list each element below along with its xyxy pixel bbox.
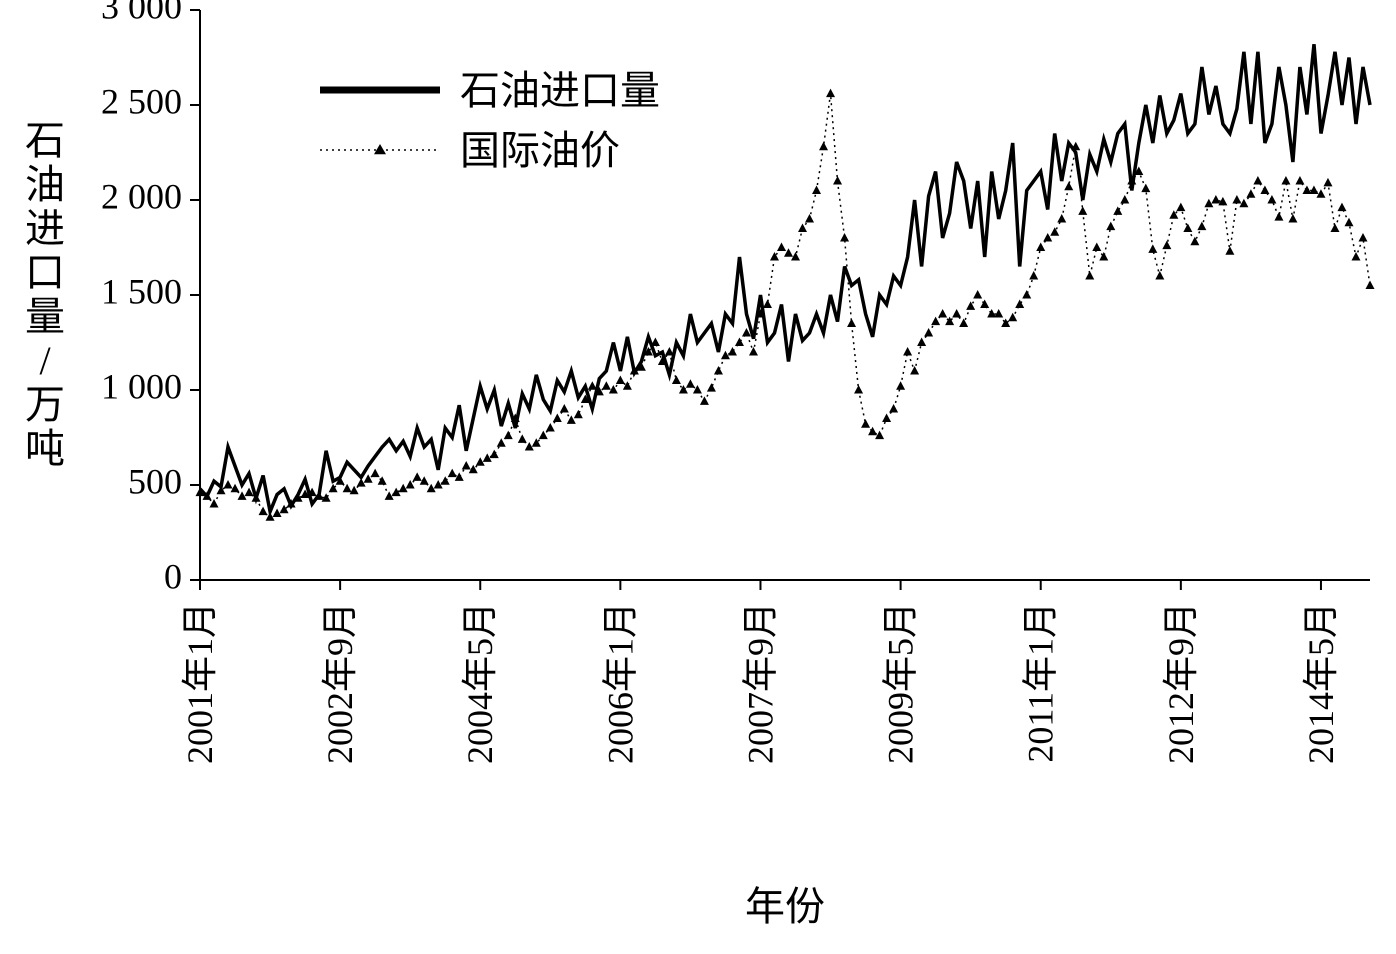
series-0 (200, 44, 1370, 511)
svg-text:万: 万 (25, 382, 65, 427)
x-tick-label: 2012年9月 (1161, 602, 1201, 764)
svg-text:/: / (39, 338, 51, 383)
y-tick-label: 500 (128, 461, 182, 501)
svg-text:吨: 吨 (25, 426, 65, 471)
x-tick-label: 2011年1月 (1021, 602, 1061, 763)
svg-text:量: 量 (25, 294, 65, 339)
x-tick-label: 2002年9月 (320, 602, 360, 764)
svg-text:进: 进 (25, 206, 65, 251)
y-tick-label: 0 (164, 556, 182, 596)
y-tick-label: 3 000 (101, 0, 182, 26)
x-tick-label: 2001年1月 (180, 602, 220, 764)
x-tick-label: 2006年1月 (600, 602, 640, 764)
y-tick-label: 2 000 (101, 176, 182, 216)
legend-label: 石油进口量 (460, 68, 660, 113)
svg-text:口: 口 (25, 250, 65, 295)
line-chart: 05001 0001 5002 0002 5003 000石油进口量/万吨200… (0, 0, 1396, 954)
svg-text:油: 油 (25, 162, 65, 207)
x-tick-label: 2014年5月 (1301, 602, 1341, 764)
x-tick-label: 2004年5月 (460, 602, 500, 764)
legend-marker (374, 144, 386, 154)
chart-container: 05001 0001 5002 0002 5003 000石油进口量/万吨200… (0, 0, 1396, 954)
x-axis-title: 年份 (745, 884, 825, 929)
y-axis-title: 石油进口量/万吨 (25, 118, 65, 471)
y-tick-label: 2 500 (101, 81, 182, 121)
y-tick-label: 1 000 (101, 366, 182, 406)
x-tick-label: 2009年5月 (881, 602, 921, 764)
series-1-markers (196, 89, 1375, 521)
x-tick-label: 2007年9月 (740, 602, 780, 764)
legend-label: 国际油价 (460, 128, 620, 173)
axes (200, 10, 1370, 580)
y-tick-label: 1 500 (101, 271, 182, 311)
svg-text:石: 石 (25, 118, 65, 163)
